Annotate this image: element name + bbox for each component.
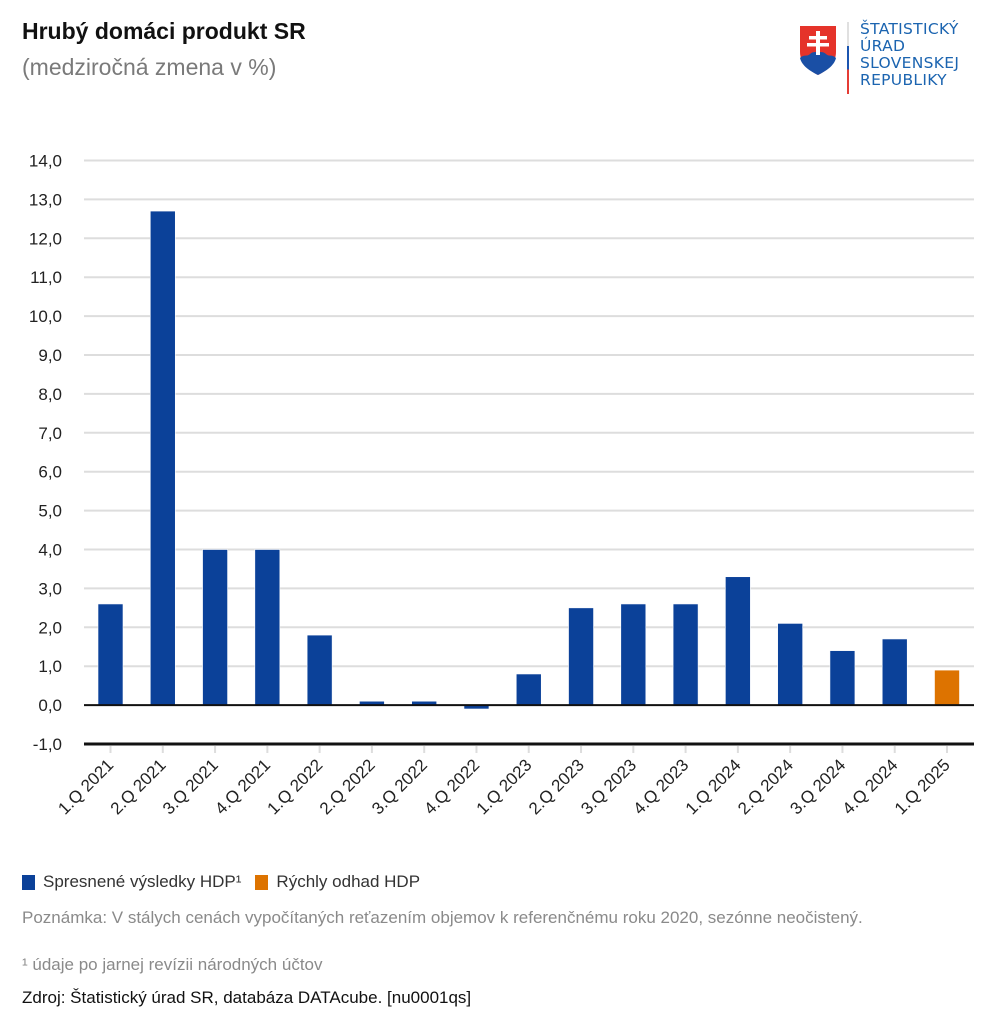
bar [515,673,542,706]
bar [202,549,228,706]
bar [672,603,699,706]
x-tick-label: 1.Q 2024 [682,755,745,818]
legend-item-spresnene[interactable]: Spresnené výsledky HDP¹ [22,872,241,892]
bar [725,576,751,706]
y-tick-label: 0,0 [38,696,62,715]
bar [777,623,803,706]
logo-text: ŠTATISTICKÝ ÚRAD SLOVENSKEJ REPUBLIKY [860,21,959,89]
x-tick-label: 1.Q 2025 [891,755,954,818]
chart-footnote: ¹ údaje po jarnej revízii národných účto… [22,955,323,974]
x-tick-label: 2.Q 2024 [734,755,797,818]
y-tick-label: 10,0 [29,307,62,326]
bars [97,210,960,710]
statistical-office-logo[interactable]: ŠTATISTICKÝ ÚRAD SLOVENSKEJ REPUBLIKY [796,20,986,96]
logo-line: ŠTATISTICKÝ [860,20,959,38]
y-tick-label: 3,0 [38,579,62,598]
chart-title: Hrubý domáci produkt SR [22,18,306,44]
bar [620,603,647,706]
bar-chart: -1,0 0,0 1,0 2,0 3,0 4,0 5,0 6,0 7,0 8,0 9,0 10,0 11… [29,152,974,818]
y-tick-label: 6,0 [38,463,62,482]
legend-swatch-orange [255,874,269,890]
x-tick-label: 4.Q 2024 [839,755,902,818]
y-tick-label: 1,0 [38,657,62,676]
chart-source: Zdroj: Štatistický úrad SR, databáza DAT… [22,988,472,1007]
chart-subtitle: (medziročná zmena v %) [22,54,277,80]
bar [829,650,856,706]
y-tick-label: 13,0 [29,190,62,209]
logo-separator [847,22,849,94]
legend-swatch-blue [22,874,35,890]
bar [881,638,908,706]
bar [934,669,960,706]
x-tick-label: 4.Q 2022 [420,755,483,818]
bar [254,549,281,706]
y-tick-label: -1,0 [33,735,62,754]
legend-label: Rýchly odhad HDP [276,872,421,891]
chart-note: Poznámka: V stálych cenách vypočítaných … [22,908,863,927]
bar [149,210,176,706]
x-tick-label: 1.Q 2022 [264,755,327,818]
x-tick-label: 3.Q 2022 [368,755,431,818]
legend: Spresnené výsledky HDP¹ Rýchly odhad HDP [22,872,434,892]
x-tick-label: 4.Q 2021 [211,755,274,818]
bar [306,634,333,706]
logo-line: ÚRAD [860,37,906,55]
x-tick-label: 1.Q 2021 [54,755,117,818]
x-tick-label: 4.Q 2023 [630,755,693,818]
y-axis-labels: -1,0 0,0 1,0 2,0 3,0 4,0 5,0 6,0 7,0 8,0 9,0 10,0 11… [29,152,62,755]
axes [84,704,974,746]
x-tick-label: 2.Q 2023 [525,755,588,818]
logo-line: REPUBLIKY [860,71,947,89]
x-tick-label: 2.Q 2022 [316,755,379,818]
slovak-coat-of-arms-icon [800,26,836,75]
y-tick-label: 14,0 [29,152,62,171]
legend-label: Spresnené výsledky HDP¹ [43,872,242,891]
y-tick-label: 2,0 [38,618,62,637]
legend-item-rychly-odhad[interactable]: Rýchly odhad HDP [255,872,420,892]
bar [568,607,594,706]
y-tick-label: 11,0 [30,268,62,287]
logo-line: SLOVENSKEJ [860,54,960,72]
y-tick-label: 8,0 [38,385,62,404]
x-tick-label: 3.Q 2024 [786,755,849,818]
x-tick-label: 1.Q 2023 [473,755,536,818]
y-tick-label: 9,0 [38,346,62,365]
bar [97,603,124,706]
x-tick-label: 3.Q 2021 [159,755,222,818]
y-tick-label: 12,0 [29,229,62,248]
y-tick-label: 7,0 [38,424,62,443]
gridlines [84,159,974,668]
y-tick-label: 4,0 [38,541,62,560]
x-tick-label: 2.Q 2021 [107,755,170,818]
y-tick-label: 5,0 [38,502,62,521]
x-tick-label: 3.Q 2023 [577,755,640,818]
